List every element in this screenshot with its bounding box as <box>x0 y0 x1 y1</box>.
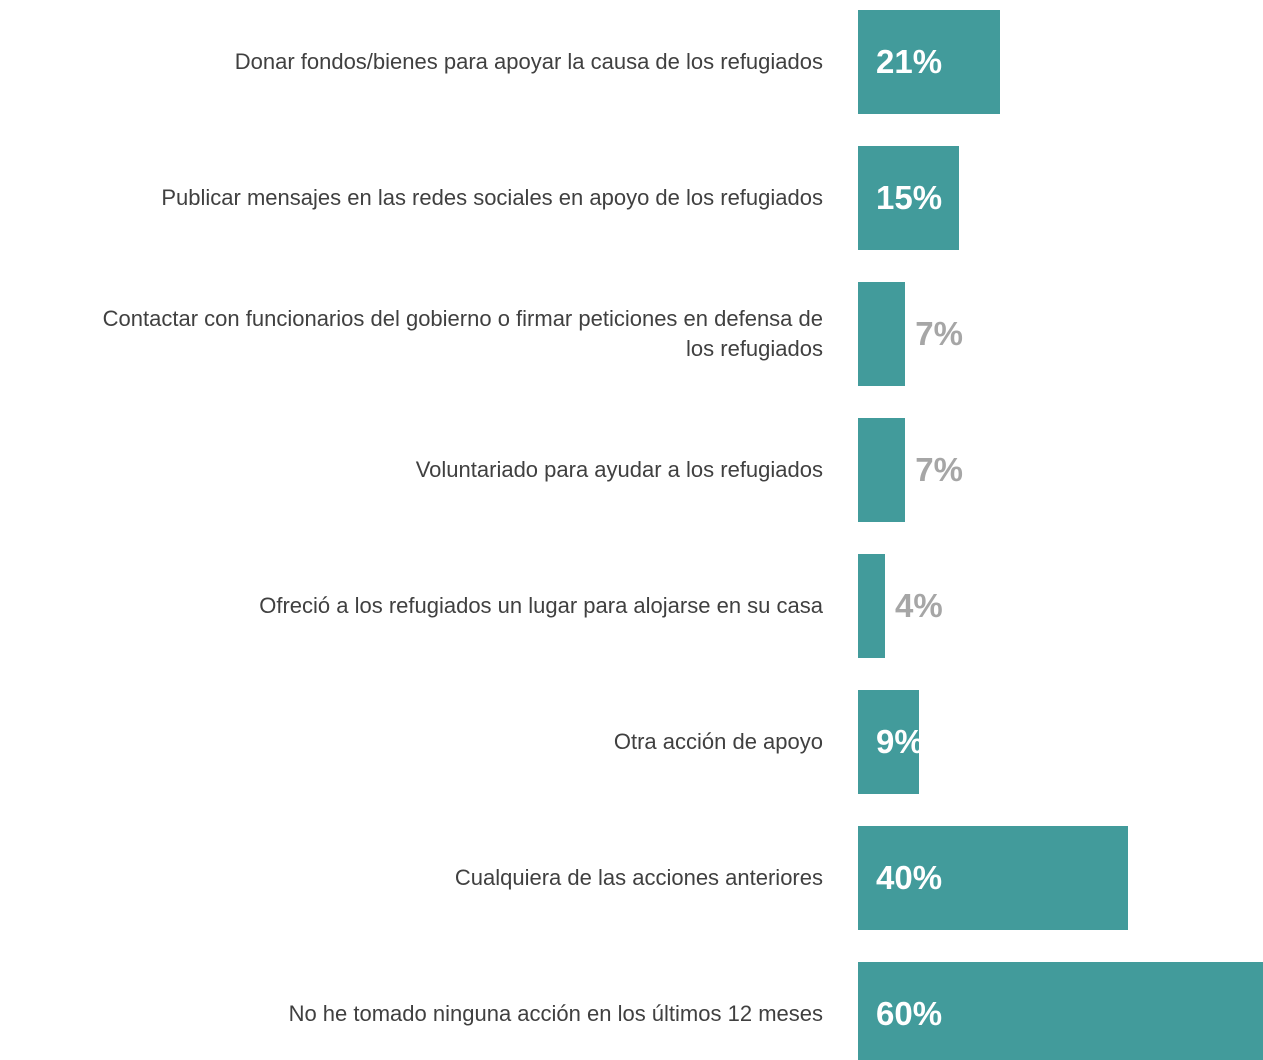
bar <box>858 418 906 522</box>
category-label: Donar fondos/bienes para apoyar la causa… <box>234 49 823 74</box>
bar <box>858 690 919 794</box>
value-label: 7% <box>915 451 963 488</box>
value-label: 15% <box>876 179 943 216</box>
bar <box>858 282 906 386</box>
category-label: Cualquiera de las acciones anteriores <box>454 865 823 890</box>
value-label: 40% <box>876 859 943 896</box>
bar <box>858 826 1128 930</box>
value-label: 21% <box>876 43 943 80</box>
value-label: 60% <box>876 995 943 1032</box>
bar <box>858 554 885 658</box>
category-label: No he tomado ninguna acción en los últim… <box>288 1001 823 1026</box>
value-label: 7% <box>915 315 963 352</box>
value-label: 9% <box>876 723 924 760</box>
category-label: Voluntariado para ayudar a los refugiado… <box>415 457 823 482</box>
bar <box>858 10 1000 114</box>
bar <box>858 146 960 250</box>
category-label: Ofreció a los refugiados un lugar para a… <box>259 593 823 618</box>
category-label: Publicar mensajes en las redes sociales … <box>161 185 823 210</box>
category-label: Contactar con funcionarios del gobierno … <box>102 306 823 361</box>
category-label: Otra acción de apoyo <box>613 729 823 754</box>
bar <box>858 962 1263 1060</box>
value-label: 4% <box>895 587 943 624</box>
